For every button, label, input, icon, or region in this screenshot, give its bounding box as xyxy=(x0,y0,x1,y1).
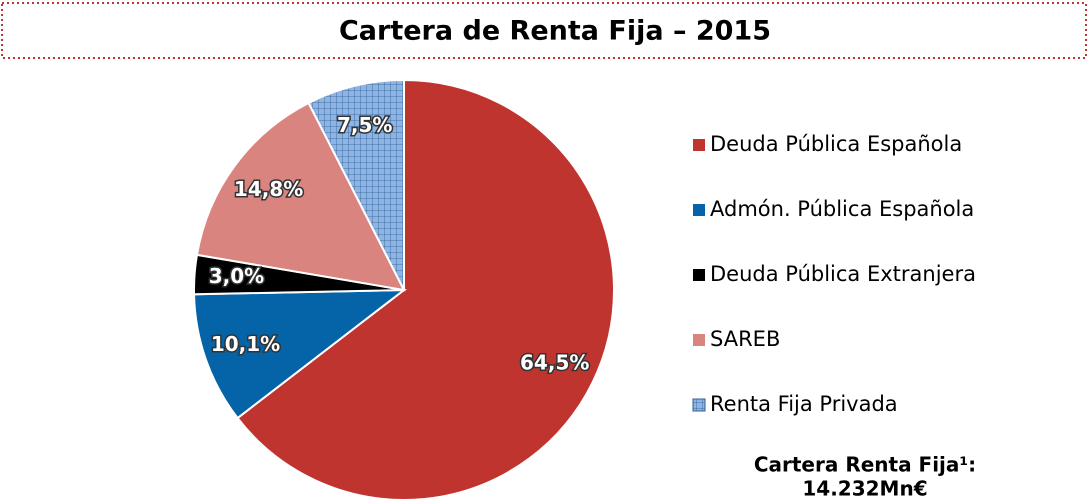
pie-slice xyxy=(236,78,615,500)
data-label: 14,8% xyxy=(234,177,303,201)
pie-slice xyxy=(193,288,408,420)
chart-title: Cartera de Renta Fija – 2015 xyxy=(339,16,771,47)
pie-slice xyxy=(307,78,405,291)
legend-label: SAREB xyxy=(710,327,780,351)
legend-label: Renta Fija Privada xyxy=(710,392,898,416)
data-label: 7,5% xyxy=(337,113,392,137)
annotation: 14.232Mn€ xyxy=(802,477,927,500)
data-label: 64,5% xyxy=(520,351,589,375)
legend-label: Deuda Pública Extranjera xyxy=(710,262,976,286)
legend-swatch xyxy=(693,269,705,281)
legend-label: Deuda Pública Española xyxy=(710,132,962,156)
legend-swatch xyxy=(693,139,705,151)
title-box xyxy=(1,2,1087,59)
data-label: 10,1% xyxy=(211,332,280,356)
legend-swatch xyxy=(692,398,706,412)
legend-swatch xyxy=(693,204,705,216)
legend-swatch xyxy=(693,334,705,346)
annotation: Cartera Renta Fija¹: xyxy=(754,453,976,477)
data-label: 3,0% xyxy=(209,264,264,288)
pie-slice xyxy=(195,101,406,292)
legend-label: Admón. Pública Española xyxy=(710,197,974,221)
